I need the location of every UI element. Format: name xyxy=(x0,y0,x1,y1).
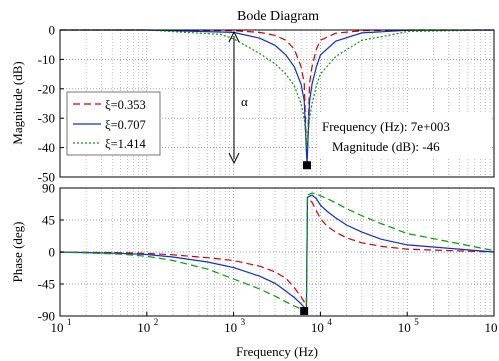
phase-datatip-marker xyxy=(300,307,309,316)
markers xyxy=(300,161,311,316)
x-tick-exponent: 1 xyxy=(67,317,72,327)
datatip: Frequency (Hz): 7e+003 Magnitude (dB): -… xyxy=(317,112,491,158)
magnitude-y-label: Magnitude (dB) xyxy=(10,61,25,144)
y-tick-label: -40 xyxy=(38,140,55,155)
datatip-frequency: Frequency (Hz): 7e+003 xyxy=(322,119,450,134)
chart-title: Bode Diagram xyxy=(237,9,319,24)
x-tick-label: 10 xyxy=(51,320,64,335)
x-tick-exponent: 4 xyxy=(327,317,332,327)
legend-label-3: ξ=1.414 xyxy=(105,137,146,151)
alpha-label: α xyxy=(241,94,248,109)
x-axis-label: Frequency (Hz) xyxy=(236,344,318,359)
phase-y-ticks: 90 45 0 -45 -90 xyxy=(38,181,64,324)
legend-entry-3: ξ=1.414 xyxy=(73,137,146,151)
magnitude-plot: 0 -10 -20 -30 -40 -50 Magnitude (dB) α ξ=0.35… xyxy=(10,23,495,185)
magnitude-datatip-marker xyxy=(302,161,311,170)
magnitude-series-line-3 xyxy=(60,29,495,148)
x-tick-exponent: 5 xyxy=(414,317,419,327)
y-tick-label: -10 xyxy=(38,52,55,67)
alpha-arrow xyxy=(228,30,240,165)
y-tick-label: 45 xyxy=(42,213,55,228)
x-tick-exponent: 3 xyxy=(241,317,246,327)
y-tick-label: -30 xyxy=(38,111,55,126)
legend-label-1: ξ=0.353 xyxy=(105,98,146,112)
x-tick-label: 10 xyxy=(398,320,411,335)
y-tick-label: 0 xyxy=(49,245,56,260)
y-tick-label: 0 xyxy=(49,23,56,38)
x-tick-label: 10 xyxy=(224,320,237,335)
legend-entry-2: ξ=0.707 xyxy=(73,118,146,132)
y-tick-label: -50 xyxy=(38,170,55,185)
magnitude-plot-frame xyxy=(59,29,495,178)
y-tick-label: 90 xyxy=(42,181,55,196)
x-tick-label: 10 xyxy=(311,320,324,335)
magnitude-y-ticks: 0 -10 -20 -30 -40 -50 xyxy=(38,23,64,185)
legend: ξ=0.353 ξ=0.707 ξ=1.414 xyxy=(66,91,161,156)
x-tick-label: 10 xyxy=(485,320,498,335)
legend-entry-1: ξ=0.353 xyxy=(73,98,146,112)
phase-x-ticks: 101102103104105106 xyxy=(51,312,498,335)
magnitude-series xyxy=(60,29,495,166)
phase-series-line-1 xyxy=(59,197,495,308)
datatip-magnitude: Magnitude (dB): -46 xyxy=(332,139,440,154)
datatip-box xyxy=(317,112,491,158)
x-tick-exponent: 2 xyxy=(154,317,159,327)
y-tick-label: -90 xyxy=(38,309,55,324)
legend-label-2: ξ=0.707 xyxy=(105,118,146,132)
phase-y-label: Phase (deg) xyxy=(10,221,25,282)
y-tick-label: -20 xyxy=(38,81,55,96)
x-tick-label: 10 xyxy=(137,320,150,335)
y-tick-label: -45 xyxy=(38,277,55,292)
